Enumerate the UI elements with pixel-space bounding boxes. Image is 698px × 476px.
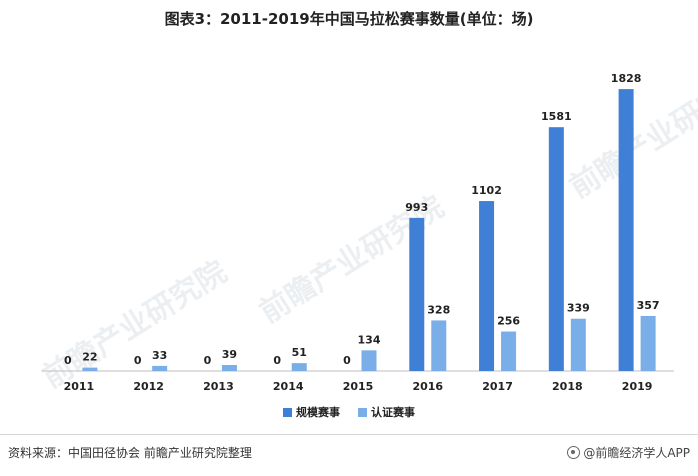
legend-swatch-series-1 bbox=[283, 407, 292, 417]
data-label-series-2-2018: 339 bbox=[567, 302, 590, 315]
bar-series-2-2012 bbox=[152, 365, 168, 371]
legend-label-series-2: 认证赛事 bbox=[371, 406, 415, 419]
data-label-series-1-2016: 993 bbox=[405, 201, 428, 214]
bar-series-1-2016 bbox=[409, 217, 425, 371]
x-tick-label-2016: 2016 bbox=[412, 380, 443, 393]
brand-text: @前瞻经济学人APP bbox=[583, 446, 690, 460]
data-label-series-2-2017: 256 bbox=[497, 315, 520, 328]
footer: 资料来源：中国田径协会 前瞻产业研究院整理 @前瞻经济学人APP bbox=[0, 434, 698, 473]
data-label-series-2-2015: 134 bbox=[358, 333, 381, 346]
data-label-series-2-2016: 328 bbox=[427, 303, 450, 316]
x-tick-label-2018: 2018 bbox=[552, 380, 583, 393]
bar-series-1-2017 bbox=[479, 201, 495, 371]
bar-series-2-2017 bbox=[501, 331, 517, 371]
data-label-series-1-2015: 0 bbox=[343, 354, 351, 367]
x-tick-label-2011: 2011 bbox=[64, 380, 95, 393]
data-label-series-1-2012: 0 bbox=[134, 354, 142, 367]
bar-series-2-2014 bbox=[291, 363, 307, 371]
data-label-series-1-2017: 1102 bbox=[471, 184, 502, 197]
brand-credit: @前瞻经济学人APP bbox=[567, 444, 690, 461]
chart-title: 图表3：2011-2019年中国马拉松赛事数量(单位：场) bbox=[164, 10, 534, 28]
bar-series-2-2011 bbox=[82, 367, 98, 371]
legend-item-series-2: 认证赛事 bbox=[358, 404, 415, 420]
legend-item-series-1: 规模赛事 bbox=[283, 404, 340, 420]
legend-label-series-1: 规模赛事 bbox=[296, 406, 340, 419]
bar-series-1-2018 bbox=[548, 127, 564, 371]
x-tick-label-2015: 2015 bbox=[343, 380, 374, 393]
bar-series-1-2019 bbox=[618, 89, 634, 372]
data-label-series-2-2013: 39 bbox=[222, 348, 237, 361]
x-tick-label-2019: 2019 bbox=[622, 380, 653, 393]
x-tick-label-2017: 2017 bbox=[482, 380, 513, 393]
data-label-series-2-2019: 357 bbox=[637, 299, 660, 312]
data-label-series-1-2018: 1581 bbox=[541, 110, 572, 123]
bar-series-2-2019 bbox=[640, 315, 656, 371]
data-label-series-1-2014: 0 bbox=[273, 354, 281, 367]
source-note: 资料来源：中国田径协会 前瞻产业研究院整理 bbox=[8, 446, 252, 460]
data-label-series-2-2012: 33 bbox=[152, 349, 167, 362]
data-label-series-1-2011: 0 bbox=[64, 354, 72, 367]
bar-series-2-2015 bbox=[361, 350, 377, 371]
data-label-series-2-2011: 22 bbox=[82, 351, 97, 364]
data-label-series-1-2019: 1828 bbox=[611, 72, 642, 85]
data-label-series-1-2013: 0 bbox=[204, 354, 212, 367]
data-label-series-2-2014: 51 bbox=[292, 346, 307, 359]
x-tick-label-2013: 2013 bbox=[203, 380, 234, 393]
x-tick-label-2012: 2012 bbox=[133, 380, 164, 393]
x-tick-label-2014: 2014 bbox=[273, 380, 304, 393]
bar-series-2-2016 bbox=[431, 320, 447, 371]
legend-swatch-series-2 bbox=[358, 407, 367, 417]
brand-logo-icon bbox=[567, 446, 581, 459]
bar-series-2-2018 bbox=[570, 318, 586, 371]
bar-series-2-2013 bbox=[221, 364, 237, 371]
legend: 规模赛事 认证赛事 bbox=[0, 404, 698, 420]
